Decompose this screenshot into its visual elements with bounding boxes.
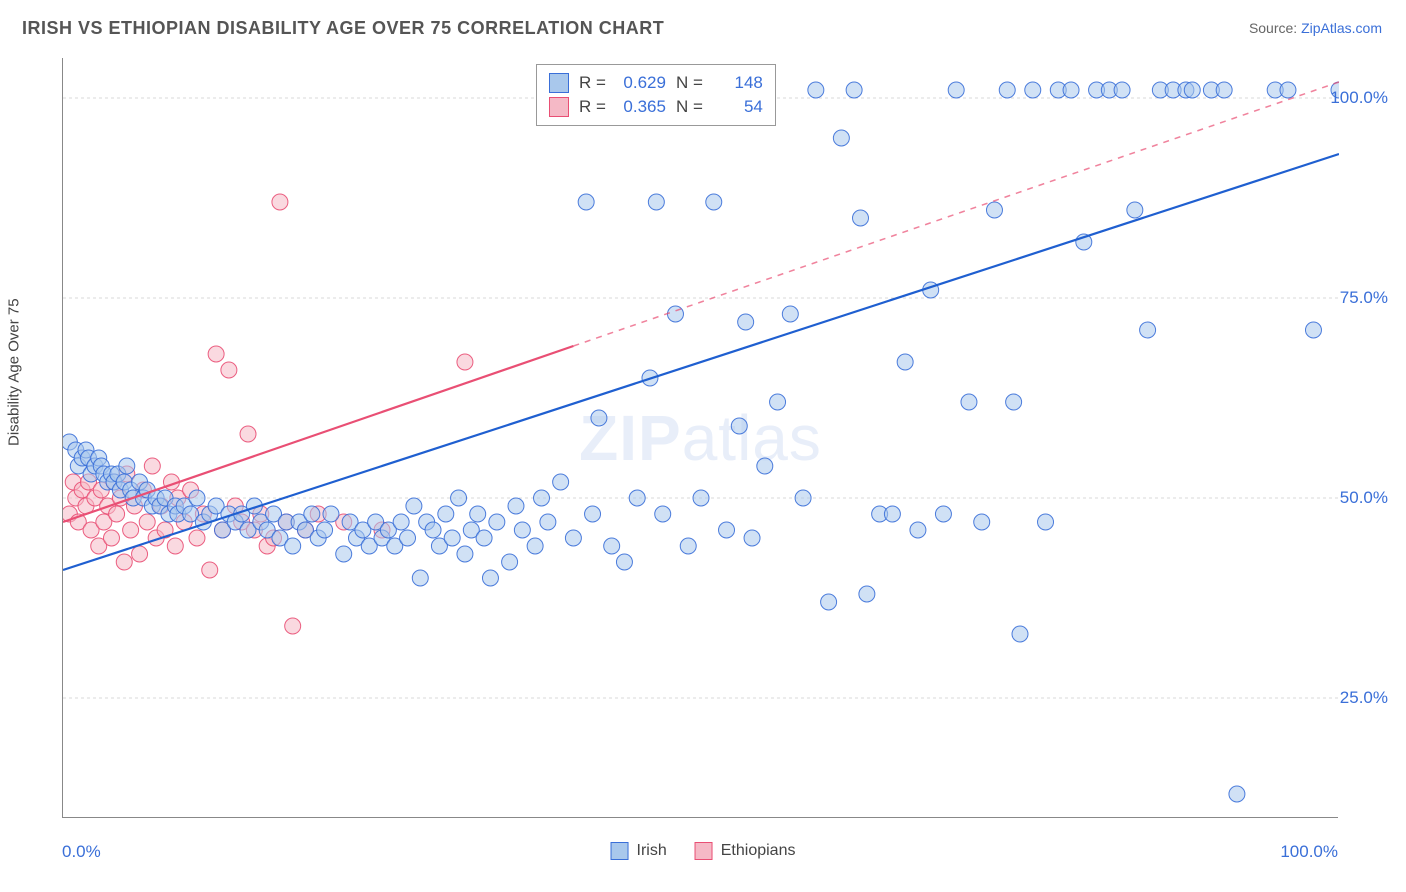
plot-area: ZIPatlas [62, 58, 1338, 818]
n-label: N = [676, 97, 703, 117]
irish-swatch-icon [549, 73, 569, 93]
y-tick-label: 50.0% [1340, 488, 1388, 508]
x-axis-min-label: 0.0% [62, 842, 101, 862]
irish-r-value: 0.629 [616, 73, 666, 93]
legend-item-ethiopian: Ethiopians [695, 842, 796, 860]
legend-label-irish: Irish [637, 842, 667, 860]
r-label: R = [579, 73, 606, 93]
n-label: N = [676, 73, 703, 93]
stats-legend-box: R = 0.629 N = 148 R = 0.365 N = 54 [536, 64, 776, 126]
stats-row-ethiopian: R = 0.365 N = 54 [549, 95, 763, 119]
x-axis-max-label: 100.0% [1280, 842, 1338, 862]
legend-label-ethiopian: Ethiopians [721, 842, 796, 860]
source-attribution: Source: ZipAtlas.com [1249, 20, 1382, 36]
y-tick-label: 75.0% [1340, 288, 1388, 308]
ethiopian-swatch-icon [695, 842, 713, 860]
legend-item-irish: Irish [611, 842, 667, 860]
y-tick-label: 100.0% [1330, 88, 1388, 108]
chart-title: IRISH VS ETHIOPIAN DISABILITY AGE OVER 7… [22, 18, 664, 39]
r-label: R = [579, 97, 606, 117]
scatter-plot-svg [63, 58, 1339, 818]
y-axis-label: Disability Age Over 75 [6, 298, 23, 446]
ethiopian-r-value: 0.365 [616, 97, 666, 117]
source-prefix: Source: [1249, 20, 1301, 36]
ethiopian-swatch-icon [549, 97, 569, 117]
bottom-legend: Irish Ethiopians [611, 842, 796, 860]
irish-n-value: 148 [713, 73, 763, 93]
ethiopian-n-value: 54 [713, 97, 763, 117]
source-link[interactable]: ZipAtlas.com [1301, 20, 1382, 36]
stats-row-irish: R = 0.629 N = 148 [549, 71, 763, 95]
y-tick-label: 25.0% [1340, 688, 1388, 708]
irish-swatch-icon [611, 842, 629, 860]
